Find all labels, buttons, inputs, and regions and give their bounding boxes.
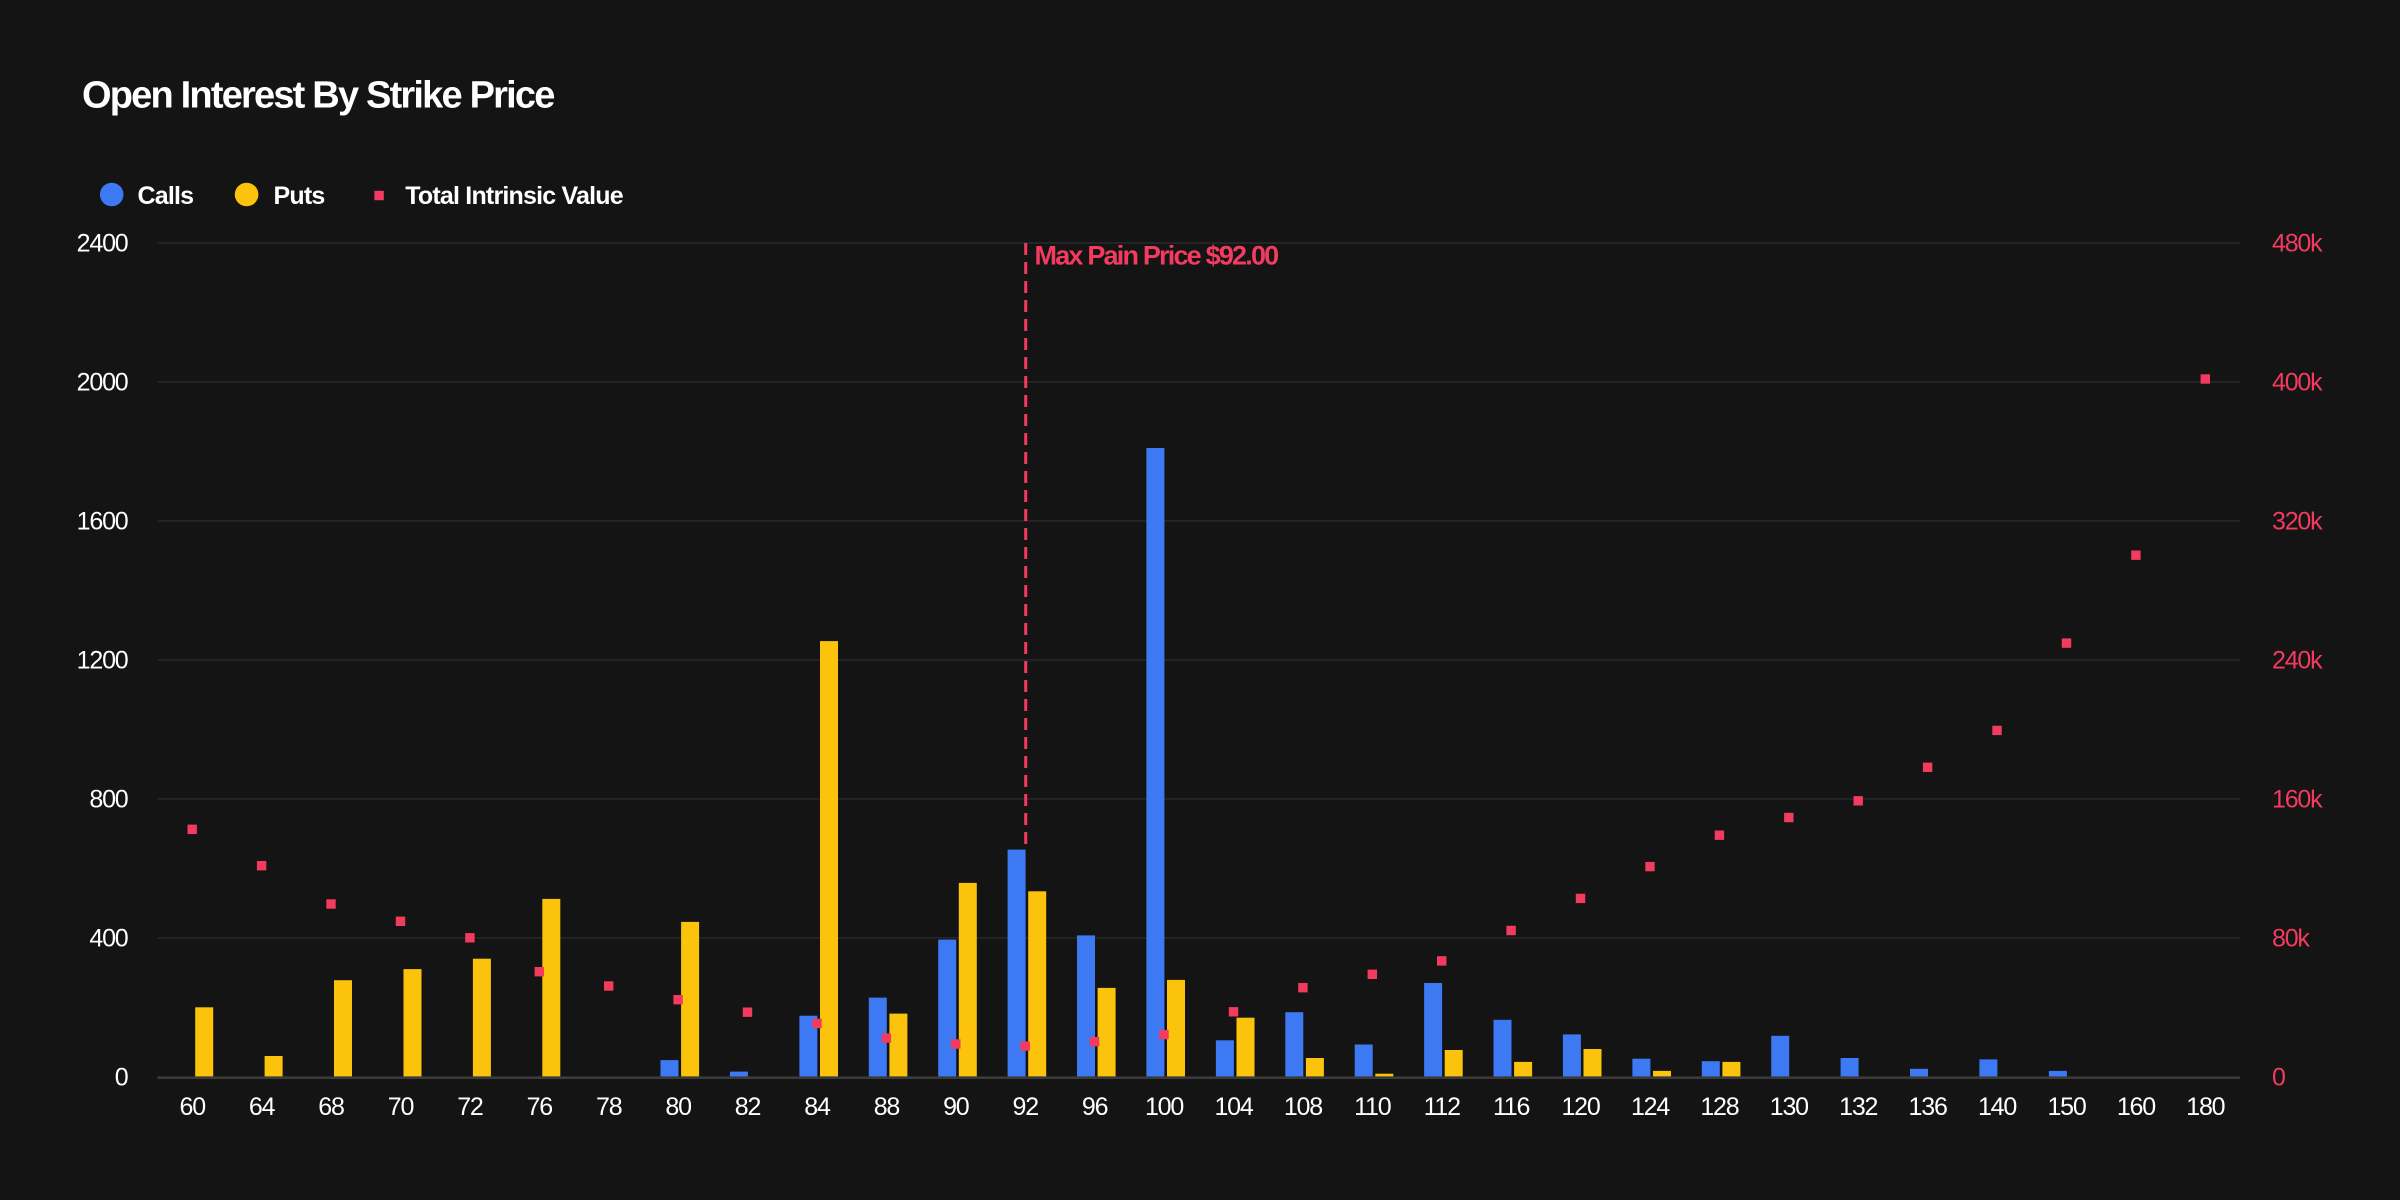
svg-text:Open Interest By Strike Price: Open Interest By Strike Price	[82, 75, 554, 117]
svg-text:400: 400	[89, 924, 127, 952]
svg-text:120: 120	[1561, 1093, 1599, 1121]
svg-text:90: 90	[943, 1093, 969, 1121]
svg-text:0: 0	[115, 1063, 128, 1091]
svg-text:136: 136	[1909, 1093, 1947, 1121]
svg-text:400k: 400k	[2272, 369, 2323, 397]
svg-text:160k: 160k	[2272, 786, 2323, 814]
svg-text:130: 130	[1770, 1093, 1808, 1121]
svg-text:88: 88	[874, 1093, 900, 1121]
svg-text:140: 140	[1978, 1093, 2016, 1121]
svg-text:160: 160	[2117, 1093, 2155, 1121]
svg-text:100: 100	[1145, 1093, 1183, 1121]
svg-text:2000: 2000	[77, 369, 128, 397]
svg-text:320k: 320k	[2272, 508, 2323, 536]
svg-text:240k: 240k	[2272, 647, 2323, 675]
svg-text:Total Intrinsic Value: Total Intrinsic Value	[405, 182, 623, 210]
svg-text:150: 150	[2047, 1093, 2085, 1121]
svg-text:70: 70	[388, 1093, 414, 1121]
svg-text:800: 800	[89, 786, 127, 814]
svg-text:124: 124	[1631, 1093, 1670, 1121]
svg-text:72: 72	[457, 1093, 483, 1121]
svg-text:1200: 1200	[77, 647, 128, 675]
svg-text:80: 80	[665, 1093, 691, 1121]
svg-text:84: 84	[804, 1093, 831, 1121]
svg-text:104: 104	[1214, 1093, 1253, 1121]
svg-text:2400: 2400	[77, 230, 128, 258]
svg-text:180: 180	[2186, 1093, 2224, 1121]
svg-text:1600: 1600	[77, 508, 128, 536]
svg-text:108: 108	[1284, 1093, 1322, 1121]
svg-text:82: 82	[735, 1093, 761, 1121]
svg-text:Calls: Calls	[138, 182, 194, 210]
svg-text:92: 92	[1012, 1093, 1038, 1121]
svg-text:110: 110	[1354, 1093, 1391, 1121]
svg-text:96: 96	[1082, 1093, 1108, 1121]
svg-text:112: 112	[1424, 1093, 1461, 1121]
svg-text:480k: 480k	[2272, 230, 2323, 258]
svg-text:Puts: Puts	[274, 182, 325, 210]
svg-text:0: 0	[2272, 1063, 2285, 1091]
svg-text:116: 116	[1493, 1093, 1530, 1121]
svg-text:128: 128	[1700, 1093, 1738, 1121]
svg-text:60: 60	[179, 1093, 205, 1121]
svg-text:Max Pain Price $92.00: Max Pain Price $92.00	[1035, 241, 1279, 271]
svg-text:78: 78	[596, 1093, 622, 1121]
svg-text:132: 132	[1839, 1093, 1877, 1121]
svg-text:76: 76	[527, 1093, 553, 1121]
svg-text:64: 64	[249, 1093, 276, 1121]
svg-text:68: 68	[318, 1093, 344, 1121]
svg-text:80k: 80k	[2272, 924, 2310, 952]
